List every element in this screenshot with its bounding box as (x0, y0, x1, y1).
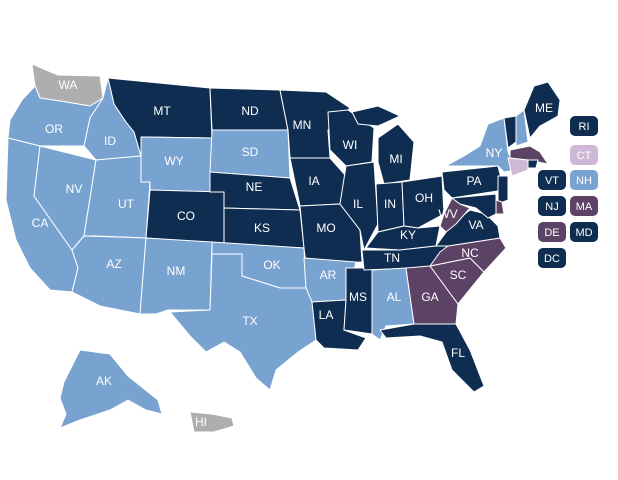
state-mi-up[interactable] (351, 105, 401, 127)
state-nc[interactable] (429, 237, 507, 273)
state-mn[interactable] (279, 89, 351, 159)
badge-box[interactable] (538, 170, 566, 190)
state-ms[interactable] (343, 267, 373, 335)
states-layer (5, 63, 561, 433)
badge-dc[interactable]: DC (538, 248, 566, 268)
state-az[interactable] (71, 235, 147, 315)
badge-ri[interactable]: RI (570, 116, 598, 136)
badge-nh[interactable]: NH (570, 170, 598, 190)
state-mi[interactable] (377, 123, 415, 185)
badge-box[interactable] (538, 196, 566, 216)
state-nm[interactable] (139, 237, 213, 315)
badge-ct[interactable]: CT (570, 145, 598, 165)
state-ia[interactable] (289, 157, 347, 207)
state-nh[interactable] (515, 109, 529, 147)
state-wy[interactable] (140, 136, 213, 193)
badge-box[interactable] (570, 196, 598, 216)
badge-vt[interactable]: VT (538, 170, 566, 190)
state-ri[interactable] (527, 159, 539, 169)
state-ne[interactable] (209, 171, 301, 211)
state-ga[interactable] (405, 265, 459, 325)
badge-box[interactable] (538, 222, 566, 242)
state-in[interactable] (375, 181, 405, 233)
state-ak[interactable] (59, 349, 163, 429)
state-oh[interactable] (401, 175, 445, 229)
badge-ma[interactable]: MA (570, 196, 598, 216)
badge-md[interactable]: MD (570, 222, 598, 242)
state-fl[interactable] (379, 323, 485, 393)
state-nd[interactable] (209, 87, 289, 131)
badge-box[interactable] (570, 145, 598, 165)
state-nj[interactable] (497, 175, 509, 205)
state-sd[interactable] (209, 129, 291, 179)
badge-de[interactable]: DE (538, 222, 566, 242)
state-co[interactable] (145, 189, 225, 245)
badge-box[interactable] (570, 170, 598, 190)
state-ks[interactable] (223, 207, 305, 249)
state-ct[interactable] (507, 157, 529, 177)
badge-box[interactable] (570, 222, 598, 242)
badge-nj[interactable]: NJ (538, 196, 566, 216)
state-wv[interactable] (439, 197, 471, 233)
state-hi[interactable] (189, 411, 235, 433)
badge-box[interactable] (538, 248, 566, 268)
state-pa[interactable] (441, 165, 505, 199)
state-tx[interactable] (169, 253, 317, 391)
state-md[interactable] (451, 193, 497, 219)
state-me[interactable] (523, 81, 561, 139)
badge-box[interactable] (570, 116, 598, 136)
